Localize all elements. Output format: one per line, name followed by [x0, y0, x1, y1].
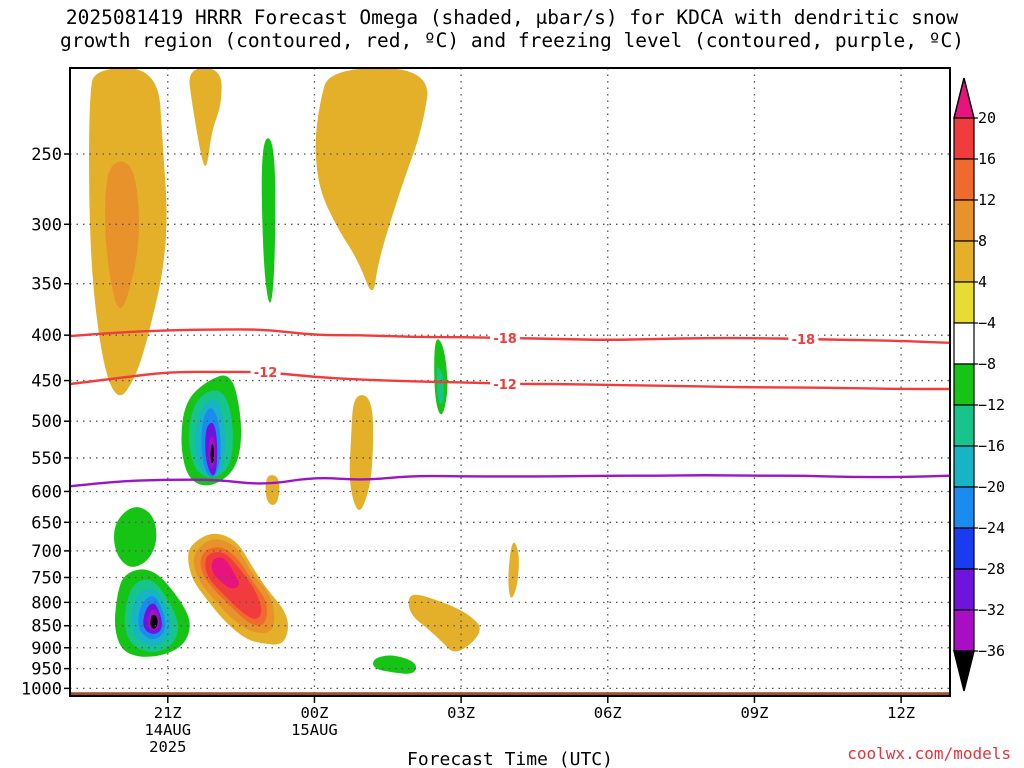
colorbar-swatch: [953, 322, 975, 365]
omega-region-6: [408, 594, 480, 652]
y-tick-label-450: 450: [31, 372, 62, 392]
contour-label-0-1: -18: [792, 333, 816, 348]
x-tick-label: 06Z: [594, 704, 622, 722]
colorbar-swatch: [953, 240, 975, 283]
x-tick-label: 15AUG: [291, 721, 338, 739]
x-tick-label: 2025: [149, 738, 186, 756]
x-tick-label: 03Z: [447, 704, 475, 722]
colorbar-swatch: [953, 363, 975, 406]
omega-region-22: [436, 367, 444, 404]
omega-region-21: [373, 655, 417, 674]
y-tick-label-700: 700: [31, 542, 62, 562]
omega-region-19: [261, 138, 276, 303]
colorbar-label-3: 8: [978, 232, 987, 250]
colorbar-swatch: [953, 445, 975, 488]
contour-label-bg: [250, 363, 281, 379]
contour-label-1-1: -12: [493, 378, 517, 393]
omega-region-3: [315, 68, 428, 291]
omega-region-1: [105, 161, 140, 309]
y-tick-label-650: 650: [31, 513, 62, 533]
terrain: [70, 692, 950, 696]
colorbar-label-8: −16: [978, 437, 1005, 455]
omega-region-13: [320, 554, 388, 595]
omega-region-7: [508, 542, 519, 598]
omega-region-5: [265, 475, 280, 505]
y-tick-label-350: 350: [31, 275, 62, 295]
contour-label-bg: [490, 329, 521, 345]
colorbar-bottom-triangle: [953, 650, 975, 692]
plot-frame: [69, 67, 951, 697]
x-axis-label: Forecast Time (UTC): [407, 749, 613, 768]
omega-region-17: [945, 642, 950, 657]
y-tick-label-850: 850: [31, 617, 62, 637]
colorbar-label-2: 12: [978, 191, 996, 209]
colorbar-label-0: 20: [978, 109, 996, 127]
omega-region-2: [189, 68, 222, 166]
title-line-1: 2025081419 HRRR Forecast Omega (shaded, …: [65, 6, 959, 29]
colorbar-swatch: [953, 281, 975, 324]
y-tick-label-750: 750: [31, 568, 62, 588]
omega-region-18: [114, 507, 157, 567]
colorbar-swatch: [953, 527, 975, 570]
x-tick-label: 12Z: [887, 704, 915, 722]
x-tick-label: 14AUG: [144, 721, 191, 739]
y-tick-label-950: 950: [31, 660, 62, 680]
y-tick-label-250: 250: [31, 145, 62, 165]
contour-label-bg: [490, 375, 521, 391]
contour-line-2: [70, 474, 950, 488]
y-tick-label-800: 800: [31, 593, 62, 613]
colorbar-swatch: [953, 486, 975, 529]
colorbar-label-6: −8: [978, 355, 996, 373]
gridlines: [70, 68, 950, 696]
colorbar: 20 16 12 8 4 −4 −8 −12 −16 −20 −24 −28 −32 −36: [953, 77, 1005, 692]
colorbar-label-7: −12: [978, 396, 1005, 414]
y-tick-label-600: 600: [31, 482, 62, 502]
contour-label-1-0: -12: [254, 366, 278, 381]
contour-label-0-0: -18: [493, 332, 517, 347]
omega-region-41: [211, 557, 239, 589]
terrain-band: [70, 692, 950, 696]
colorbar-label-9: −20: [978, 478, 1005, 496]
y-axis: 2503003504004505005506006507007508008509…: [21, 145, 70, 699]
contour-lines: -18 -18 -12 -12: [70, 328, 950, 488]
omega-region-15: [534, 632, 587, 674]
omega-region-16: [746, 571, 817, 652]
y-tick-label-900: 900: [31, 639, 62, 659]
colorbar-top-triangle: [953, 77, 975, 119]
y-tick-label-400: 400: [31, 326, 62, 346]
omega-region-4: [349, 395, 374, 510]
x-tick-label: 21Z: [154, 704, 182, 722]
y-tick-label-1000: 1000: [21, 679, 62, 699]
colorbar-label-5: −4: [978, 314, 996, 332]
y-tick-label-300: 300: [31, 215, 62, 235]
contour-label-bg: [788, 331, 819, 347]
x-tick-label: 09Z: [740, 704, 768, 722]
colorbar-swatch: [953, 609, 975, 652]
omega-region-11: [276, 338, 330, 453]
colorbar-label-1: 16: [978, 150, 996, 168]
watermark: coolwx.com/models: [847, 744, 1011, 763]
x-tick-label: 00Z: [300, 704, 328, 722]
y-tick-label-500: 500: [31, 412, 62, 432]
title-line-2: growth region (contoured, red, ºC) and f…: [60, 29, 964, 52]
colorbar-swatch: [953, 158, 975, 201]
colorbar-label-4: 4: [978, 273, 987, 291]
chart-title: 2025081419 HRRR Forecast Omega (shaded, …: [0, 6, 1024, 52]
colorbar-label-13: −36: [978, 642, 1005, 660]
colorbar-label-12: −32: [978, 601, 1005, 619]
y-tick-label-550: 550: [31, 449, 62, 469]
colorbar-swatch: [953, 404, 975, 447]
colorbar-swatch: [953, 199, 975, 242]
omega-shading: [88, 68, 950, 678]
colorbar-swatch: [953, 117, 975, 160]
colorbar-label-10: −24: [978, 519, 1005, 537]
colorbar-label-11: −28: [978, 560, 1005, 578]
colorbar-swatch: [953, 568, 975, 611]
